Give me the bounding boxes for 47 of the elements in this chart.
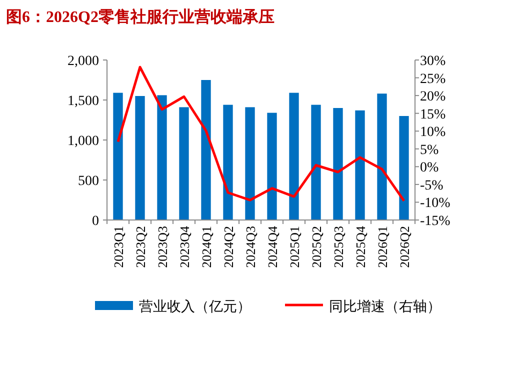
chart-title: 图6：2026Q2零售社服行业营收端承压 bbox=[6, 8, 274, 26]
x-tick-label: 2026Q1 bbox=[375, 226, 390, 268]
bar bbox=[377, 94, 387, 220]
x-tick-label: 2025Q3 bbox=[331, 226, 346, 268]
x-tick-label: 2023Q1 bbox=[111, 226, 126, 268]
y2-tick-label: 0% bbox=[420, 160, 439, 176]
x-tick-label: 2024Q1 bbox=[199, 226, 214, 268]
legend-label: 同比增速（右轴） bbox=[329, 299, 441, 315]
y2-tick-label: -10% bbox=[420, 196, 451, 212]
y2-tick-label: -15% bbox=[420, 214, 451, 229]
bar bbox=[201, 80, 211, 220]
line-series bbox=[116, 66, 406, 202]
y2-tick-label: 25% bbox=[420, 72, 446, 87]
x-tick-label: 2024Q2 bbox=[221, 226, 236, 268]
y-tick-label: 500 bbox=[78, 174, 99, 189]
bar bbox=[135, 96, 145, 220]
y-tick-label: 2,000 bbox=[68, 54, 99, 69]
bar bbox=[289, 92, 299, 220]
x-tick-label: 2023Q3 bbox=[155, 226, 170, 268]
y2-tick-label: 20% bbox=[420, 90, 446, 105]
bar bbox=[399, 116, 409, 220]
x-tick-label: 2026Q2 bbox=[397, 226, 412, 268]
y-tick-label: 0 bbox=[92, 214, 99, 229]
y2-tick-label: 10% bbox=[420, 125, 446, 140]
bar bbox=[179, 107, 189, 220]
x-tick-label: 2024Q3 bbox=[243, 226, 258, 268]
bar bbox=[333, 108, 343, 220]
x-tick-label: 2025Q1 bbox=[287, 226, 302, 268]
y-tick-label: 1,000 bbox=[68, 134, 99, 149]
bar bbox=[113, 92, 123, 220]
bar bbox=[267, 112, 277, 220]
bar bbox=[245, 107, 255, 220]
y2-tick-label: -5% bbox=[420, 178, 444, 194]
x-tick-label: 2023Q4 bbox=[177, 226, 192, 268]
legend-label: 营业收入（亿元） bbox=[139, 299, 251, 315]
x-tick-label: 2025Q2 bbox=[309, 226, 324, 268]
x-tick-label: 2024Q4 bbox=[265, 226, 280, 268]
bar bbox=[223, 104, 233, 220]
bar bbox=[355, 110, 365, 220]
y-tick-label: 1,500 bbox=[68, 94, 99, 109]
y2-tick-label: 5% bbox=[420, 142, 439, 158]
y2-tick-label: 15% bbox=[420, 107, 446, 122]
bar bbox=[311, 104, 321, 220]
x-tick-label: 2023Q2 bbox=[133, 226, 148, 268]
bar bbox=[157, 95, 167, 220]
y2-tick-label: 30% bbox=[420, 54, 446, 69]
x-tick-label: 2025Q4 bbox=[353, 226, 368, 268]
